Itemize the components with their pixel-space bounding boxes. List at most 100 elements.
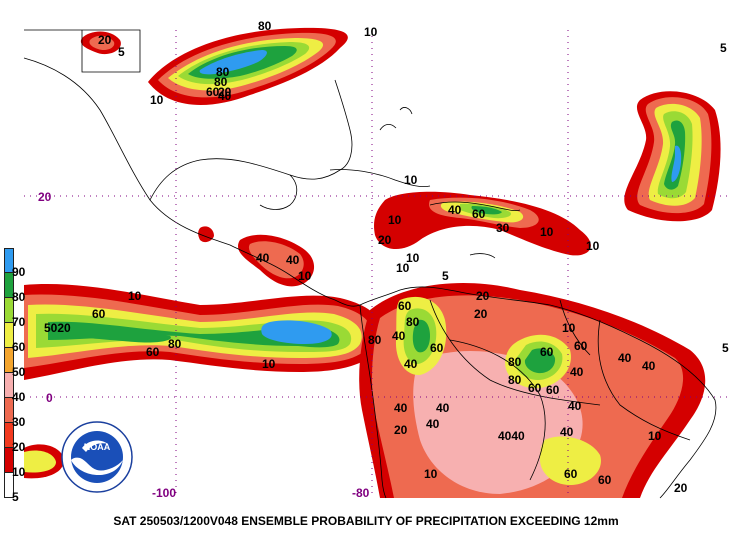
contour-label: 80 [216,65,230,79]
contour-label: 60 [92,307,106,321]
contour-label: 10 [404,173,418,187]
contour-label: 30 [496,221,510,235]
colorbar [4,248,14,498]
lat-label-0: 0 [46,391,53,405]
colorbar-tick-label: 50 [12,365,26,379]
colorbar-tick-label: 60 [12,340,26,354]
contour-label: 20 [474,307,488,321]
lon-label-minus-100: -100 [152,486,177,500]
colorbar-cell [4,423,14,448]
colorbar-tick-label: 10 [12,465,26,479]
lon-label-minus-80: -80 [352,486,370,500]
contour-label: 60 [546,383,560,397]
graticule [24,30,732,498]
map-caption: SAT 250503/1200V048 ENSEMBLE PROBABILITY… [113,514,619,528]
contour-label: 80 [368,333,382,347]
contour-label: 20 [674,481,688,495]
colorbar-tick-label: 70 [12,315,26,329]
contour-label: 60 [398,299,412,313]
colorbar-cell [4,323,14,348]
contour-label: 60 [540,345,554,359]
svg-text:NOAA: NOAA [84,442,111,452]
contour-label: 5 [118,45,125,59]
contour-label: 60 [472,207,486,221]
contour-label: 10 [424,467,438,481]
contour-label: 40 [642,359,656,373]
colorbar-cell [4,373,14,398]
colorbar-tick-label: 5 [12,490,19,504]
contour-label: 40 [570,365,584,379]
contour-label: 10 [150,93,164,107]
colorbar-cell [4,473,14,498]
contour-label: 5 [720,41,727,55]
contour-label: 4040 [498,429,525,443]
contour-label: 10 [540,225,554,239]
contour-label: 40 [218,89,232,103]
contour-label: 20 [378,233,392,247]
central-america-field [198,226,315,287]
contour-label: 40 [436,401,450,415]
itcz-field [24,284,383,380]
contour-label: 10 [396,261,410,275]
south-america-field [359,282,706,498]
contour-label: 40 [568,399,582,413]
contour-label: 10 [586,239,600,253]
contour-label: 20 [476,289,490,303]
colorbar-cell [4,248,14,273]
colorbar-tick-label: 80 [12,290,26,304]
contour-label: 5 [442,269,449,283]
gulf-field [148,27,348,105]
contour-label: 40 [392,329,406,343]
contour-label: 80 [508,355,522,369]
contour-label: 10 [406,251,420,265]
north-blob [80,31,121,55]
contour-label: 10 [364,25,378,39]
contour-label: 10 [298,269,312,283]
contour-label: 10 [388,213,402,227]
contour-label: 10 [128,289,142,303]
colorbar-tick-label: 40 [12,390,26,404]
lat-label-20: 20 [38,190,52,204]
contour-label: 60 [430,341,444,355]
contour-label: 80 [258,19,272,33]
contour-label: 80 [168,337,182,351]
contour-label: 20 [394,423,408,437]
contour-label: 40 [426,417,440,431]
colorbar-cell [4,398,14,423]
contour-label: 40 [286,253,300,267]
contour-label: 40 [394,401,408,415]
contour-label: 60 [146,345,160,359]
colorbar-tick-label: 30 [12,415,26,429]
atlantic-field [624,91,721,222]
southwest-blob [24,444,64,479]
colorbar-cell [4,273,14,298]
colorbar-tick-label: 90 [12,265,26,279]
colorbar-cell [4,448,14,473]
contour-label: 5 [722,341,729,355]
colorbar-tick-label: 20 [12,440,26,454]
contour-label: 20 [98,33,112,47]
contour-label: 20 [218,85,232,99]
contour-label: 80 [406,315,420,329]
contour-label: 10 [262,357,276,371]
contour-label: 40 [618,351,632,365]
contour-label: 10 [562,321,576,335]
contour-label: 40 [256,251,270,265]
noaa-logo: NOAA [61,421,133,493]
colorbar-cell [4,348,14,373]
contour-label: 60 [598,473,612,487]
contour-label: 60 [574,339,588,353]
contour-label: 5020 [44,321,71,335]
contour-label: 60 [564,467,578,481]
contour-label: 40 [560,425,574,439]
colorbar-cell [4,298,14,323]
coastlines [23,29,717,499]
caribbean-field [374,191,591,256]
contour-label: 80 [214,75,228,89]
contour-label: 60 [206,85,220,99]
contour-label: 40 [448,203,462,217]
contour-label: 60 [528,381,542,395]
contour-label: 80 [508,373,522,387]
